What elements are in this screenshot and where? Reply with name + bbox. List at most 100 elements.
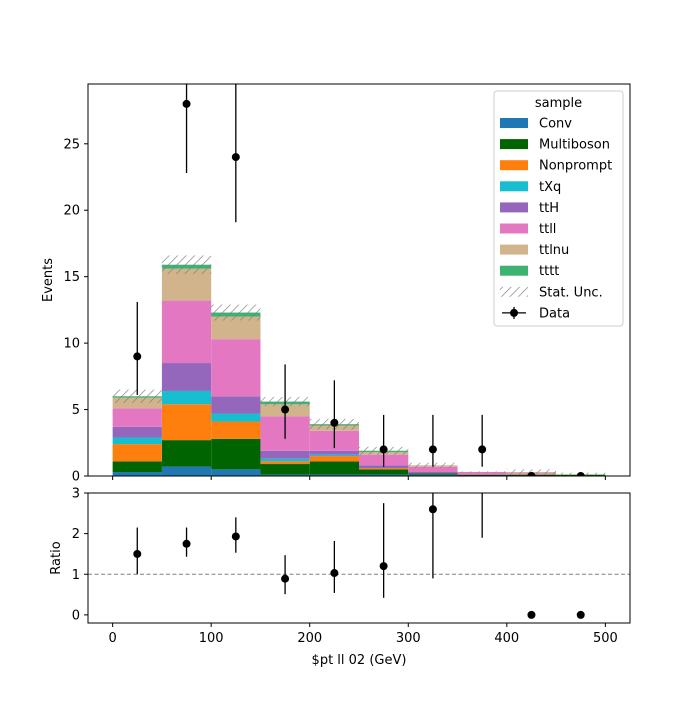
main-panel: 0 5 10 15 20 25 Events bbox=[41, 83, 631, 485]
bar-tth-2 bbox=[211, 396, 261, 414]
bar-ttll-0 bbox=[112, 408, 162, 427]
bar-txq-1 bbox=[161, 390, 212, 405]
ratio-x-tick-label: 400 bbox=[494, 631, 519, 646]
main-y-axis-label: Events bbox=[41, 258, 56, 302]
bar-tth-4 bbox=[309, 450, 359, 455]
legend-label-stat-unc: Stat. Unc. bbox=[539, 285, 603, 300]
ratio-point-0 bbox=[133, 549, 142, 558]
stat-unc-band-1 bbox=[161, 255, 212, 275]
legend-label-multiboson: Multiboson bbox=[539, 138, 610, 153]
ratio-x-ticks: 0 100 200 300 400 500 bbox=[108, 623, 618, 646]
bar-tth-1 bbox=[161, 363, 212, 391]
bar-tth-0 bbox=[112, 426, 162, 438]
bar-conv-1 bbox=[161, 466, 212, 476]
ratio-x-tick-label: 0 bbox=[108, 631, 116, 646]
bar-multiboson-5 bbox=[359, 469, 409, 475]
bar-nonprompt-2 bbox=[211, 421, 261, 439]
data-point-5 bbox=[379, 445, 388, 454]
bar-nonprompt-0 bbox=[112, 444, 162, 462]
bar-tth-3 bbox=[260, 450, 310, 459]
legend-swatch-conv bbox=[500, 118, 528, 128]
ratio-point-1 bbox=[182, 539, 191, 548]
ratio-point-5 bbox=[379, 562, 388, 571]
bar-conv-0 bbox=[112, 472, 162, 476]
bar-multiboson-1 bbox=[161, 440, 212, 467]
legend-label-nonprompt: Nonprompt bbox=[539, 159, 612, 174]
bar-txq-2 bbox=[211, 413, 261, 422]
main-y-tick-label: 0 bbox=[72, 470, 80, 485]
bar-conv-2 bbox=[211, 469, 261, 476]
legend-swatch-multiboson bbox=[500, 139, 528, 150]
data-points bbox=[133, 84, 585, 476]
ratio-y-tick-label: 0 bbox=[72, 608, 80, 623]
legend-swatch-ttll bbox=[500, 223, 528, 234]
bar-nonprompt-3 bbox=[260, 461, 310, 465]
bar-nonprompt-5 bbox=[359, 468, 409, 470]
bar-multiboson-6 bbox=[408, 473, 458, 475]
legend-label-tth: ttH bbox=[539, 201, 559, 216]
bar-txq-4 bbox=[309, 454, 359, 457]
legend-swatch-txq bbox=[500, 181, 528, 192]
stat-unc-band-7 bbox=[457, 471, 507, 473]
legend-data-marker bbox=[510, 308, 518, 317]
ratio-point-6 bbox=[428, 505, 437, 514]
legend-swatch-tttt bbox=[500, 265, 528, 276]
ratio-axes-frame bbox=[87, 492, 631, 624]
ratio-y-axis-label: Ratio bbox=[49, 541, 64, 574]
bar-nonprompt-4 bbox=[309, 456, 359, 462]
data-point-7 bbox=[478, 445, 487, 454]
legend-label-txq: tXq bbox=[539, 180, 561, 195]
ratio-point-7 bbox=[478, 318, 486, 326]
bar-conv-4 bbox=[309, 474, 359, 476]
ratio-y-tick-label: 2 bbox=[72, 527, 80, 542]
bar-txq-0 bbox=[112, 437, 162, 445]
main-y-tick-label: 25 bbox=[63, 137, 80, 152]
legend-swatch-nonprompt bbox=[500, 160, 528, 171]
bar-tth-6 bbox=[408, 472, 458, 474]
data-point-4 bbox=[330, 418, 339, 427]
ratio-x-tick-label: 200 bbox=[297, 631, 322, 646]
data-point-0 bbox=[133, 352, 142, 361]
ratio-point-4 bbox=[330, 569, 339, 578]
main-y-tick-label: 15 bbox=[63, 270, 80, 285]
ratio-point-9 bbox=[576, 610, 585, 619]
main-y-tick-label: 5 bbox=[72, 403, 80, 418]
bar-ttll-2 bbox=[211, 339, 261, 397]
data-point-3 bbox=[281, 405, 290, 414]
bar-txq-3 bbox=[260, 458, 310, 462]
legend-label-data: Data bbox=[539, 306, 570, 321]
bar-ttll-1 bbox=[161, 300, 212, 364]
bar-multiboson-4 bbox=[309, 461, 359, 475]
ratio-point-3 bbox=[281, 574, 290, 583]
bar-conv-5 bbox=[359, 474, 409, 476]
bar-nonprompt-1 bbox=[161, 404, 212, 441]
main-axes-frame bbox=[87, 83, 631, 477]
ratio-x-tick-label: 100 bbox=[199, 631, 224, 646]
data-point-6 bbox=[428, 445, 437, 454]
legend-label-tttt: tttt bbox=[539, 264, 559, 279]
x-axis-label: $pt ll 02 (GeV) bbox=[312, 653, 407, 668]
bar-ttlnu-2 bbox=[211, 316, 261, 340]
ratio-x-tick-label: 300 bbox=[396, 631, 421, 646]
legend: sample Conv Multiboson Nonprompt tXq ttH ttll t… bbox=[493, 90, 624, 327]
bar-ttll-7 bbox=[457, 472, 507, 475]
legend-swatch-tth bbox=[500, 202, 528, 213]
bar-conv-6 bbox=[408, 474, 458, 476]
stat-unc-band-0 bbox=[112, 389, 162, 403]
legend-swatch-ttlnu bbox=[500, 244, 528, 255]
main-y-tick-label: 20 bbox=[63, 204, 80, 219]
data-point-8 bbox=[527, 472, 536, 476]
main-y-tick-label: 10 bbox=[63, 337, 80, 352]
ratio-point-2 bbox=[231, 532, 240, 541]
legend-swatch-stat-unc bbox=[500, 286, 528, 297]
data-point-2 bbox=[231, 153, 240, 162]
ratio-y-tick-label: 1 bbox=[72, 568, 80, 583]
legend-label-ttlnu: ttlnu bbox=[539, 243, 569, 258]
bar-ttll-6 bbox=[408, 466, 458, 473]
bar-multiboson-7 bbox=[457, 474, 507, 476]
ratio-x-tick-label: 500 bbox=[593, 631, 618, 646]
bar-multiboson-0 bbox=[112, 461, 162, 473]
bar-multiboson-3 bbox=[260, 464, 310, 475]
